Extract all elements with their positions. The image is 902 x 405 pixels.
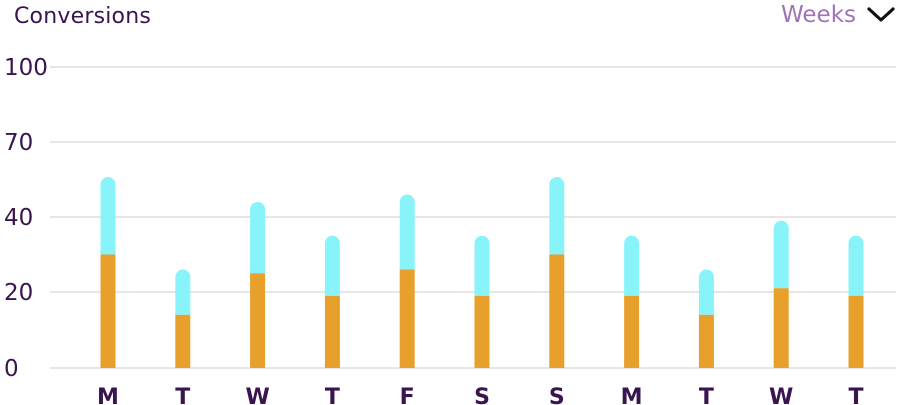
x-tick-label: F [400, 385, 415, 405]
bar-bottom-segment [399, 269, 415, 368]
y-tick-label: 70 [4, 130, 33, 156]
x-tick-label: T [699, 385, 714, 405]
x-tick-label: M [97, 385, 119, 405]
bar-bottom-segment [698, 314, 714, 368]
bar-top-segment [698, 269, 714, 315]
x-tick-label: T [325, 385, 340, 405]
bar-top-segment [175, 269, 191, 315]
x-tick-label: W [769, 385, 793, 405]
widget-title: Conversions [14, 4, 152, 29]
y-tick-label: 100 [4, 55, 48, 81]
bar-bottom-segment [474, 295, 490, 368]
bar-top-segment [549, 177, 565, 255]
bar-bottom-segment [549, 254, 565, 368]
y-tick-label: 40 [4, 205, 33, 231]
bar-bottom-segment [250, 273, 266, 368]
bar-top-segment [100, 177, 116, 255]
x-tick-label: S [474, 385, 490, 405]
y-tick-label: 20 [4, 280, 33, 306]
x-tick-label: W [245, 385, 269, 405]
chevron-down-icon[interactable] [866, 6, 896, 24]
bar-top-segment [773, 220, 789, 289]
bar-top-segment [399, 194, 415, 270]
x-tick-label: M [621, 385, 643, 405]
bar-top-segment [250, 202, 266, 274]
y-tick-label: 0 [4, 356, 19, 382]
range-dropdown[interactable]: Weeks [781, 2, 896, 28]
bar-bottom-segment [324, 295, 340, 368]
bar-bottom-segment [175, 314, 191, 368]
bar-bottom-segment [624, 295, 640, 368]
bar-top-segment [624, 235, 640, 296]
range-label: Weeks [781, 2, 856, 28]
bar-top-segment [848, 235, 864, 296]
x-tick-label: S [549, 385, 565, 405]
bar-bottom-segment [100, 254, 116, 368]
bar-bottom-segment [773, 288, 789, 368]
bar-top-segment [474, 235, 490, 296]
x-tick-label: T [175, 385, 190, 405]
bar-bottom-segment [848, 295, 864, 368]
x-tick-label: T [848, 385, 863, 405]
bar-top-segment [324, 235, 340, 296]
